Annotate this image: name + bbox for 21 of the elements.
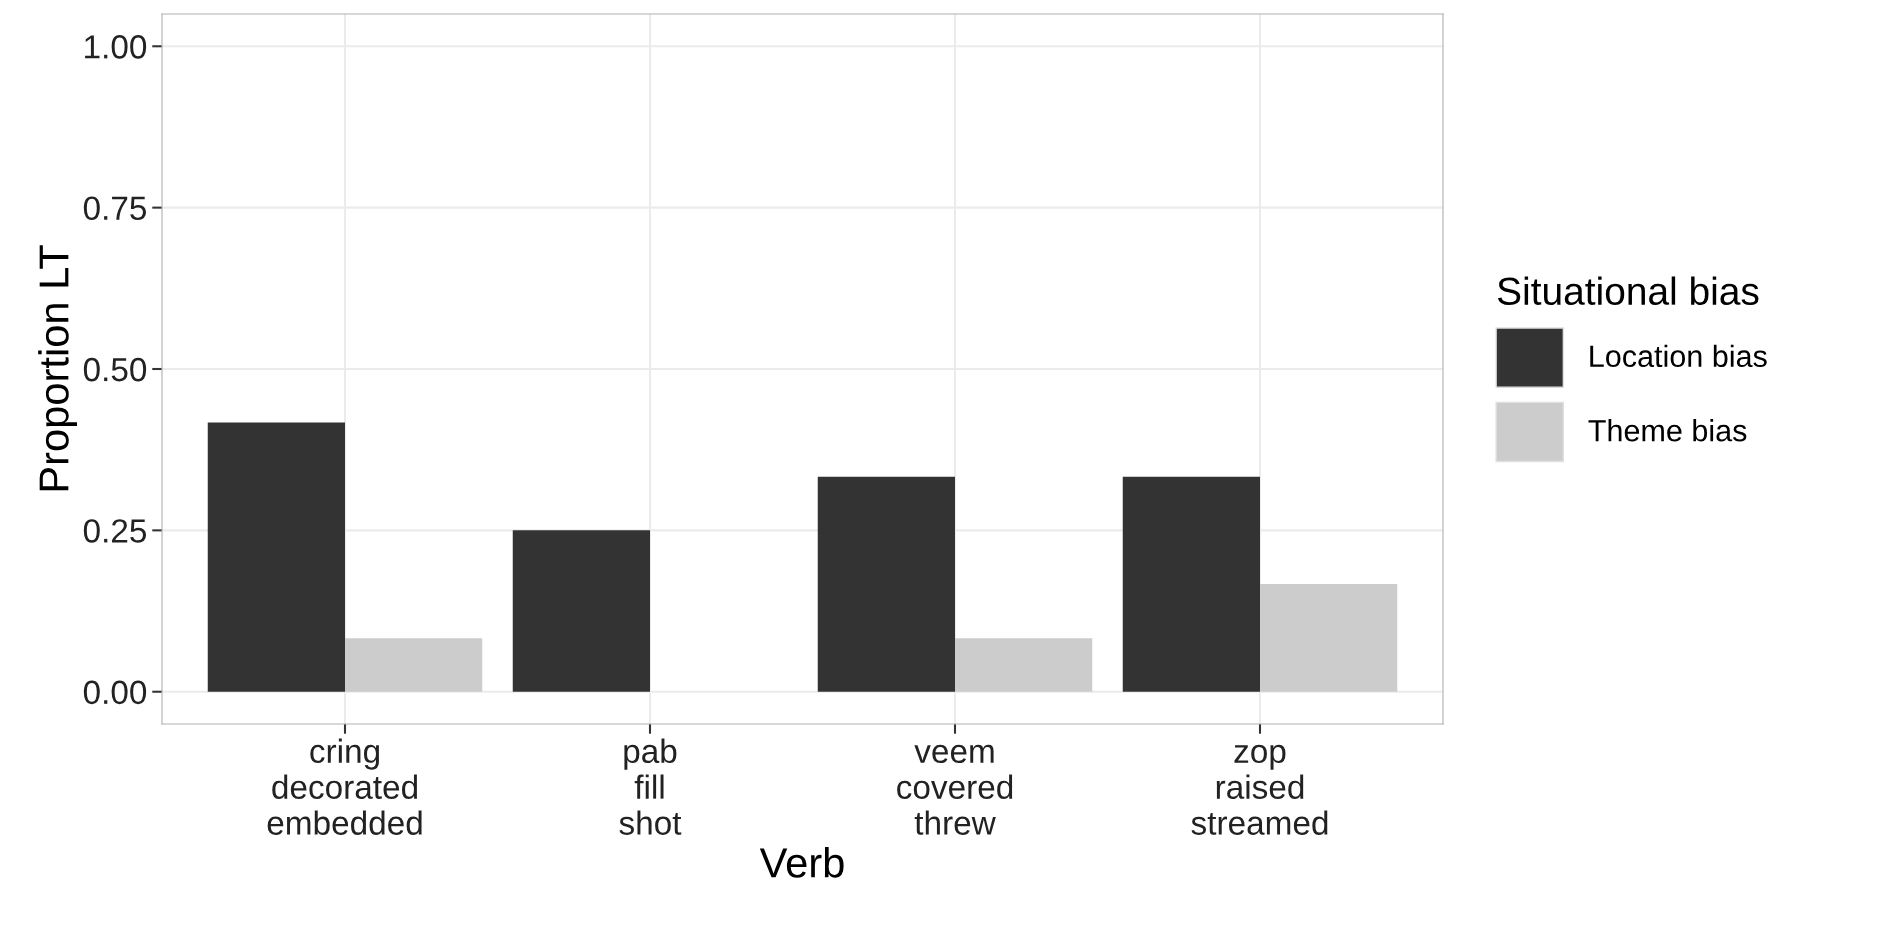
- x-tick-label: cring decorated embedded: [267, 738, 422, 835]
- bar: [1260, 583, 1398, 692]
- legend-label: Location bias: [1590, 344, 1767, 368]
- x-tick-label: veem covered threw: [897, 744, 1013, 835]
- bar: [512, 530, 650, 692]
- legend-label: Theme bias: [1588, 419, 1747, 442]
- y-tick-label: 0.00: [83, 680, 147, 705]
- bar: [207, 422, 345, 692]
- bar: [1122, 476, 1260, 692]
- y-axis-title: Proportion LT: [38, 245, 77, 491]
- x-axis-title: Verb: [759, 847, 844, 878]
- x-tick-label: zop raised streamed: [1191, 744, 1328, 835]
- y-tick-label: 0.75: [83, 196, 147, 221]
- x-tick-label: pab fill shot: [619, 738, 682, 835]
- y-tick-label: 1.00: [85, 35, 147, 59]
- y-tick-label: 0.50: [83, 357, 147, 382]
- y-tick-label: 0.25: [83, 519, 147, 543]
- legend-title: Situational bias: [1497, 276, 1759, 306]
- bar: [345, 638, 483, 692]
- bar: [955, 638, 1093, 692]
- bar: [817, 476, 955, 692]
